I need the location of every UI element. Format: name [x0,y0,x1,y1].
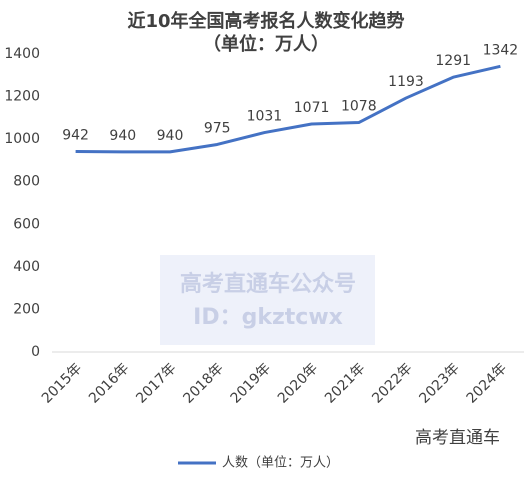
y-tick-label: 400 [13,259,40,275]
y-tick-label: 0 [31,344,40,360]
y-tick-label: 800 [13,174,40,190]
data-label: 975 [204,120,231,136]
x-tick-label: 2023年 [416,360,462,406]
y-tick-label: 200 [13,301,40,317]
y-tick-label: 1400 [4,46,40,62]
legend-label: 人数（单位：万人） [222,456,339,471]
watermark-box [160,255,375,345]
x-tick-label: 2020年 [275,360,321,406]
watermark-text: 高考直通车公众号 [180,271,356,297]
data-label: 1071 [294,100,330,116]
data-label: 1031 [247,109,283,125]
data-label: 1078 [341,99,377,115]
chart-subtitle: （单位：万人） [203,33,329,55]
x-tick-label: 2018年 [180,360,226,406]
y-tick-label: 1000 [4,131,40,147]
x-tick-label: 2015年 [39,360,85,406]
y-tick-label: 1200 [4,89,40,105]
data-label: 1193 [388,74,424,90]
data-label: 940 [109,128,136,144]
data-label: 940 [157,128,184,144]
x-tick-label: 2017年 [133,360,179,406]
x-tick-label: 2021年 [322,360,368,406]
x-tick-label: 2024年 [464,360,510,406]
chart-title: 近10年全国高考报名人数变化趋势 [127,10,404,32]
x-tick-label: 2022年 [369,360,415,406]
y-tick-label: 600 [13,216,40,232]
data-label: 942 [62,127,89,143]
data-label: 1291 [435,53,471,69]
x-tick-label: 2016年 [86,360,132,406]
watermark-id: ID：gkztcwx [193,305,343,330]
x-tick-label: 2019年 [228,360,274,406]
data-label: 1342 [483,42,519,58]
source-text: 高考直通车 [415,428,500,448]
data-line [75,64,501,154]
